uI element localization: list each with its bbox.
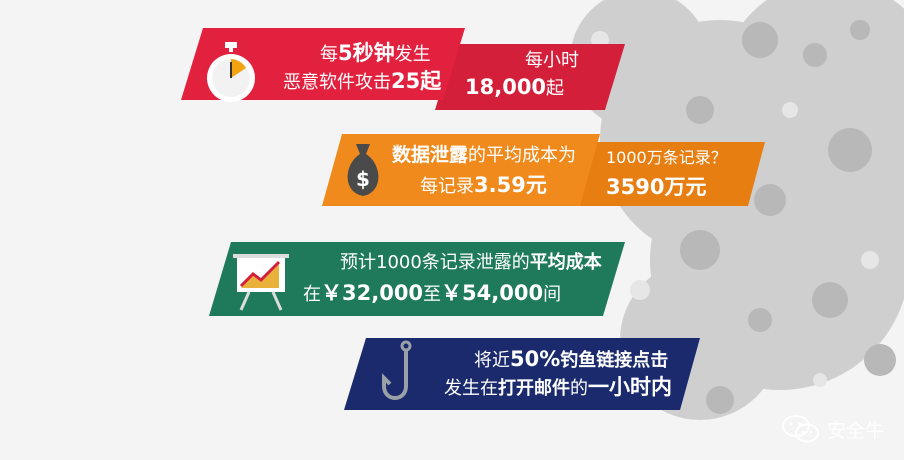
range-prefix: 在 [303, 284, 321, 305]
range-suffix: 间 [543, 284, 562, 305]
hourly-count: 18,000 [465, 75, 547, 99]
open-email-bold: 打开邮件 [498, 378, 570, 399]
banner-background [344, 338, 700, 410]
phishing-line2-mid: 的 [570, 378, 588, 399]
hourly-unit: 起 [546, 78, 565, 99]
phishing-prefix: 将近 [474, 350, 510, 371]
banner-background [209, 242, 625, 316]
malware-line2-prefix: 恶意软件攻击 [283, 72, 391, 93]
wechat-icon [781, 415, 819, 443]
money-bag-icon: $ [347, 144, 379, 196]
phishing-click-bold: 钓鱼链接点击 [560, 350, 669, 371]
malware-stat-banner: 每5秒钟发生 恶意软件攻击25起 每小时 18,000起 [165, 18, 625, 110]
breach-per-record-cost: 3.59元 [474, 173, 547, 197]
breach-heading-bold: 数据泄露 [392, 144, 469, 166]
range-high: ￥54,000 [441, 281, 544, 305]
breach-cost-banner: $ 数据泄露的平均成本为 每记录3.59元 1000万条记录？ 3590万元 [310, 128, 770, 214]
breach-heading-rest: 的平均成本为 [468, 145, 577, 166]
watermark: 安全牛 [781, 414, 884, 444]
within-one-hour: 一小时内 [588, 375, 672, 399]
banner-background [322, 134, 765, 206]
phishing-click-banner: 将近50%钓鱼链接点击 发生在打开邮件的一小时内 [340, 334, 700, 412]
malware-line1-suffix: 发生 [394, 44, 431, 65]
malware-line1-prefix: 每 [320, 44, 338, 65]
avg-cost-range-banner: 预计1000条记录泄露的平均成本 在￥32,000至￥54,000间 [205, 238, 625, 318]
range-heading-bold: 平均成本 [529, 252, 602, 273]
range-low: ￥32,000 [321, 281, 424, 305]
malware-count: 25起 [391, 69, 442, 93]
range-to: 至 [423, 284, 442, 305]
phishing-line2-prefix: 发生在 [444, 378, 498, 399]
range-heading: 预计1000条记录泄露的 [340, 252, 530, 273]
svg-text:$: $ [356, 167, 370, 191]
phishing-percent: 50% [510, 347, 561, 371]
breach-per-record-label: 每记录 [420, 176, 474, 197]
ten-million-records-question: 1000万条记录？ [606, 148, 727, 167]
ten-million-records-cost: 3590万元 [606, 175, 707, 199]
fish-hook-icon [382, 340, 412, 400]
malware-interval: 5秒钟 [338, 41, 395, 65]
watermark-text: 安全牛 [826, 419, 884, 442]
stopwatch-icon [207, 42, 255, 102]
hourly-label: 每小时 [525, 50, 579, 71]
presentation-chart-icon [233, 254, 289, 311]
